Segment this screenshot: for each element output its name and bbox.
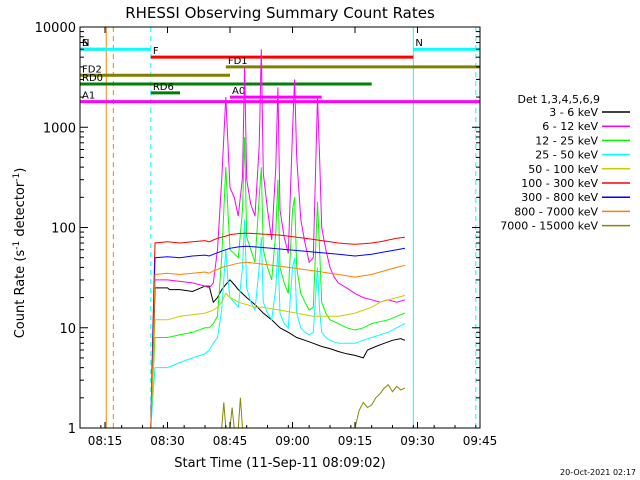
legend-entry-label: 6 - 12 keV [542, 120, 598, 133]
legend-entry-label: 3 - 6 keV [549, 106, 598, 119]
state-bar-label-a1: A1 [82, 91, 95, 102]
legend-entry-label: 7000 - 15000 keV [500, 220, 598, 233]
y-axis-label: Count Rate (s-1 detector-1) [12, 168, 28, 339]
state-bar-label-f: F [153, 46, 159, 57]
series-line-2 [150, 136, 406, 429]
series-line-6 [150, 245, 406, 429]
series-line-4 [150, 292, 406, 429]
legend-entry-label: 300 - 800 keV [521, 191, 598, 204]
y-tick-label: 10 [59, 322, 76, 337]
y-tick-label: 1000 [43, 121, 76, 136]
state-bar-label-s: S [82, 38, 88, 49]
series-line-7 [150, 261, 406, 429]
axes: 08:15 08:30 08:45 09:00 09:15 09:30 09:45 1 10 10… [35, 21, 498, 448]
legend-title: Det 1,3,4,5,6,9 [517, 93, 600, 106]
x-axis-label: Start Time (11-Sep-11 08:09:02) [174, 456, 385, 471]
state-bar-label-rd6: RD6 [153, 82, 174, 93]
y-tick-label: 10000 [35, 21, 76, 36]
series-line-5 [150, 232, 406, 429]
legend-entry-label: 800 - 7000 keV [514, 205, 598, 218]
x-tick-label: 09:30 [400, 434, 435, 448]
y-tick-label: 1 [68, 422, 76, 437]
timestamp: 20-Oct-2021 02:17 [560, 468, 636, 477]
x-tick-label: 08:45 [213, 434, 248, 448]
legend-entry-label: 50 - 100 keV [528, 163, 598, 176]
legend-entry-label: 25 - 50 keV [535, 149, 598, 162]
x-tick-label: 08:30 [150, 434, 185, 448]
series-lines [150, 49, 406, 429]
series-line-8 [221, 384, 406, 429]
legend-entry-label: 100 - 300 keV [521, 177, 598, 190]
x-tick-label: 08:15 [88, 434, 123, 448]
x-tick-label: 09:15 [338, 434, 373, 448]
state-bar-label-a0: A0 [232, 86, 245, 97]
x-tick-label: 09:00 [275, 434, 310, 448]
state-bar-label-rd0: RD0 [82, 73, 103, 84]
y-tick-label: 100 [51, 222, 76, 237]
series-line-0 [150, 279, 406, 429]
series-line-3 [150, 219, 406, 429]
state-bar-label-n: N [415, 38, 422, 49]
plot-frame [79, 26, 481, 429]
state-bar-label-n: N [82, 38, 89, 49]
x-tick-label: 09:45 [463, 434, 498, 448]
state-bar-label-fd2: FD2 [82, 64, 102, 75]
chart-title: RHESSI Observing Summary Count Rates [125, 4, 435, 22]
series-line-1 [150, 49, 406, 429]
legend-entry-label: 12 - 25 keV [535, 134, 598, 147]
state-bar-label-fd1: FD1 [228, 56, 248, 67]
y-axis-label-text: Count Rate (s-1 detector-1) [12, 168, 28, 339]
